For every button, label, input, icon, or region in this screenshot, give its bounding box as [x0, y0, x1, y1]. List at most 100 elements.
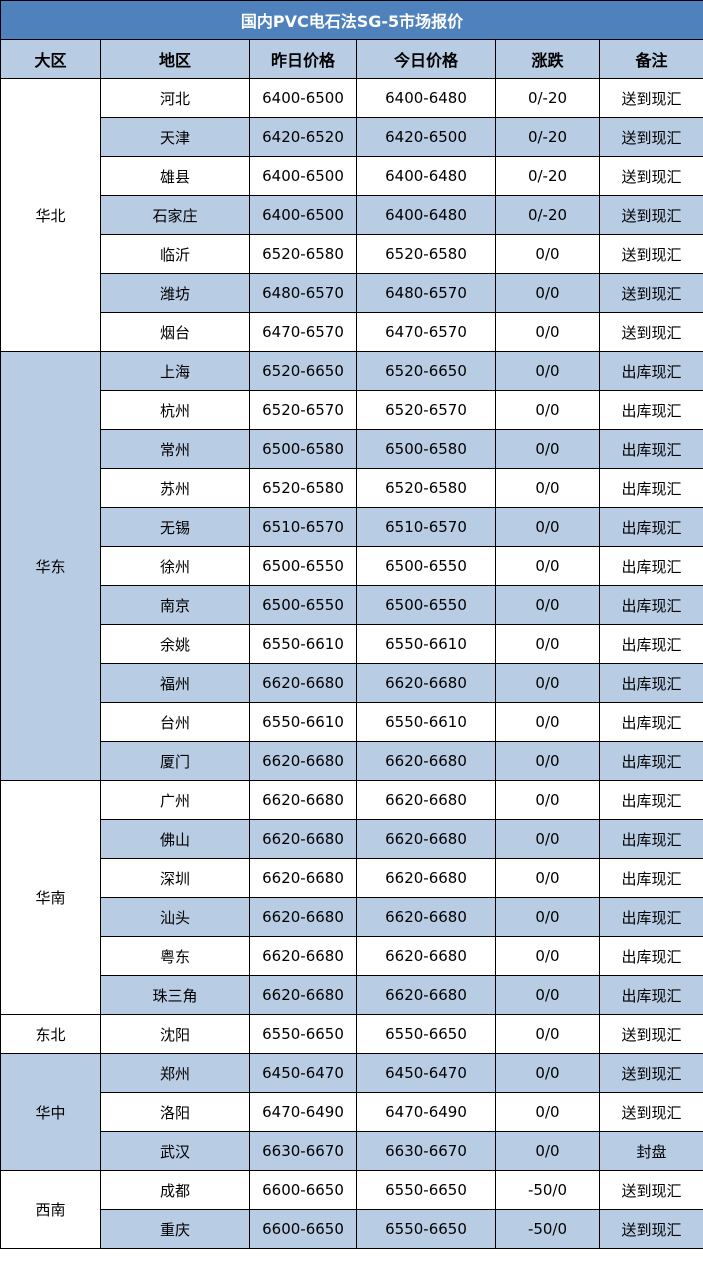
today-price-cell: 6620-6680: [356, 936, 496, 976]
area-cell: 杭州: [100, 390, 250, 430]
table-row: 无锡 6510-6570 6510-6570 0/0 出库现汇: [1, 507, 703, 547]
today-price-cell: 6500-6580: [356, 429, 496, 469]
area-cell: 无锡: [100, 507, 250, 547]
area-cell: 徐州: [100, 546, 250, 586]
area-cell: 常州: [100, 429, 250, 469]
note-cell: 送到现汇: [598, 1209, 703, 1249]
change-cell: 0/0: [495, 897, 600, 937]
note-cell: 送到现汇: [598, 312, 703, 352]
change-cell: 0/-20: [495, 156, 600, 196]
area-cell: 郑州: [100, 1053, 250, 1093]
yesterday-price-cell: 6600-6650: [249, 1209, 357, 1249]
yesterday-price-cell: 6400-6500: [249, 78, 357, 118]
today-price-cell: 6620-6680: [356, 819, 496, 859]
table-row: 佛山 6620-6680 6620-6680 0/0 出库现汇: [1, 819, 703, 859]
area-cell: 珠三角: [100, 975, 250, 1015]
area-cell: 佛山: [100, 819, 250, 859]
note-cell: 送到现汇: [598, 1092, 703, 1132]
table-row: 东北 沈阳 6550-6650 6550-6650 0/0 送到现汇: [0, 1014, 703, 1054]
note-cell: 出库现汇: [598, 663, 703, 703]
change-cell: 0/-20: [495, 78, 600, 118]
today-price-cell: 6550-6650: [356, 1170, 496, 1210]
table-row: 洛阳 6470-6490 6470-6490 0/0 送到现汇: [1, 1092, 703, 1132]
today-price-cell: 6620-6680: [356, 663, 496, 703]
note-cell: 出库现汇: [598, 351, 703, 391]
note-cell: 出库现汇: [598, 468, 703, 508]
yesterday-price-cell: 6520-6650: [249, 351, 357, 391]
yesterday-price-cell: 6500-6580: [249, 429, 357, 469]
change-cell: 0/0: [495, 351, 600, 391]
area-cell: 洛阳: [100, 1092, 250, 1132]
area-cell: 天津: [100, 117, 250, 157]
region-cell: 华东: [0, 351, 101, 781]
note-cell: 送到现汇: [598, 273, 703, 313]
today-price-cell: 6550-6650: [356, 1209, 496, 1249]
change-cell: 0/0: [495, 780, 600, 820]
region-cell: 西南: [0, 1170, 101, 1249]
yesterday-price-cell: 6550-6610: [249, 702, 357, 742]
today-price-cell: 6550-6650: [356, 1014, 496, 1054]
today-price-cell: 6420-6500: [356, 117, 496, 157]
today-price-cell: 6550-6610: [356, 702, 496, 742]
area-cell: 烟台: [100, 312, 250, 352]
today-price-cell: 6470-6490: [356, 1092, 496, 1132]
header-change: 涨跌: [495, 39, 600, 79]
yesterday-price-cell: 6620-6680: [249, 936, 357, 976]
today-price-cell: 6480-6570: [356, 273, 496, 313]
today-price-cell: 6630-6670: [356, 1131, 496, 1171]
note-cell: 出库现汇: [598, 897, 703, 937]
note-cell: 封盘: [598, 1131, 703, 1171]
change-cell: 0/0: [495, 312, 600, 352]
note-cell: 出库现汇: [598, 546, 703, 586]
change-cell: 0/0: [495, 273, 600, 313]
area-cell: 广州: [100, 780, 250, 820]
area-cell: 深圳: [100, 858, 250, 898]
today-price-cell: 6500-6550: [356, 585, 496, 625]
yesterday-price-cell: 6620-6680: [249, 897, 357, 937]
today-price-cell: 6620-6680: [356, 897, 496, 937]
change-cell: 0/0: [495, 1131, 600, 1171]
table-row: 华中 郑州 6450-6470 6450-6470 0/0 送到现汇: [0, 1053, 703, 1171]
area-cell: 粤东: [100, 936, 250, 976]
change-cell: 0/-20: [495, 117, 600, 157]
table-row: 珠三角 6620-6680 6620-6680 0/0 出库现汇: [1, 975, 703, 1015]
yesterday-price-cell: 6470-6570: [249, 312, 357, 352]
today-price-cell: 6620-6680: [356, 975, 496, 1015]
table-row: 厦门 6620-6680 6620-6680 0/0 出库现汇: [1, 741, 703, 781]
header-row: 大区 地区 昨日价格 今日价格 涨跌 备注: [0, 39, 703, 79]
table-row: 雄县 6400-6500 6400-6480 0/-20 送到现汇: [1, 156, 703, 196]
area-cell: 石家庄: [100, 195, 250, 235]
note-cell: 送到现汇: [598, 1170, 703, 1210]
table-title: 国内PVC电石法SG-5市场报价: [0, 0, 703, 40]
note-cell: 出库现汇: [598, 936, 703, 976]
note-cell: 出库现汇: [598, 585, 703, 625]
today-price-cell: 6400-6480: [356, 195, 496, 235]
note-cell: 送到现汇: [598, 156, 703, 196]
change-cell: 0/0: [495, 390, 600, 430]
yesterday-price-cell: 6420-6520: [249, 117, 357, 157]
region-cell: 华南: [0, 780, 101, 1015]
header-today-price: 今日价格: [356, 39, 496, 79]
today-price-cell: 6520-6580: [356, 234, 496, 274]
change-cell: 0/0: [495, 429, 600, 469]
note-cell: 出库现汇: [598, 780, 703, 820]
today-price-cell: 6470-6570: [356, 312, 496, 352]
yesterday-price-cell: 6630-6670: [249, 1131, 357, 1171]
change-cell: -50/0: [495, 1209, 600, 1249]
region-cell: 东北: [0, 1014, 101, 1054]
table-row: 台州 6550-6610 6550-6610 0/0 出库现汇: [1, 702, 703, 742]
area-cell: 沈阳: [100, 1014, 250, 1054]
table-row: 汕头 6620-6680 6620-6680 0/0 出库现汇: [1, 897, 703, 937]
yesterday-price-cell: 6520-6570: [249, 390, 357, 430]
area-cell: 南京: [100, 585, 250, 625]
change-cell: 0/0: [495, 585, 600, 625]
region-cell: 华北: [0, 78, 101, 352]
table-row: 福州 6620-6680 6620-6680 0/0 出库现汇: [1, 663, 703, 703]
note-cell: 出库现汇: [598, 702, 703, 742]
yesterday-price-cell: 6470-6490: [249, 1092, 357, 1132]
area-cell: 潍坊: [100, 273, 250, 313]
table-row: 华南 广州 6620-6680 6620-6680 0/0 出库现汇: [0, 780, 703, 1015]
change-cell: 0/0: [495, 546, 600, 586]
change-cell: 0/0: [495, 468, 600, 508]
change-cell: 0/0: [495, 1053, 600, 1093]
